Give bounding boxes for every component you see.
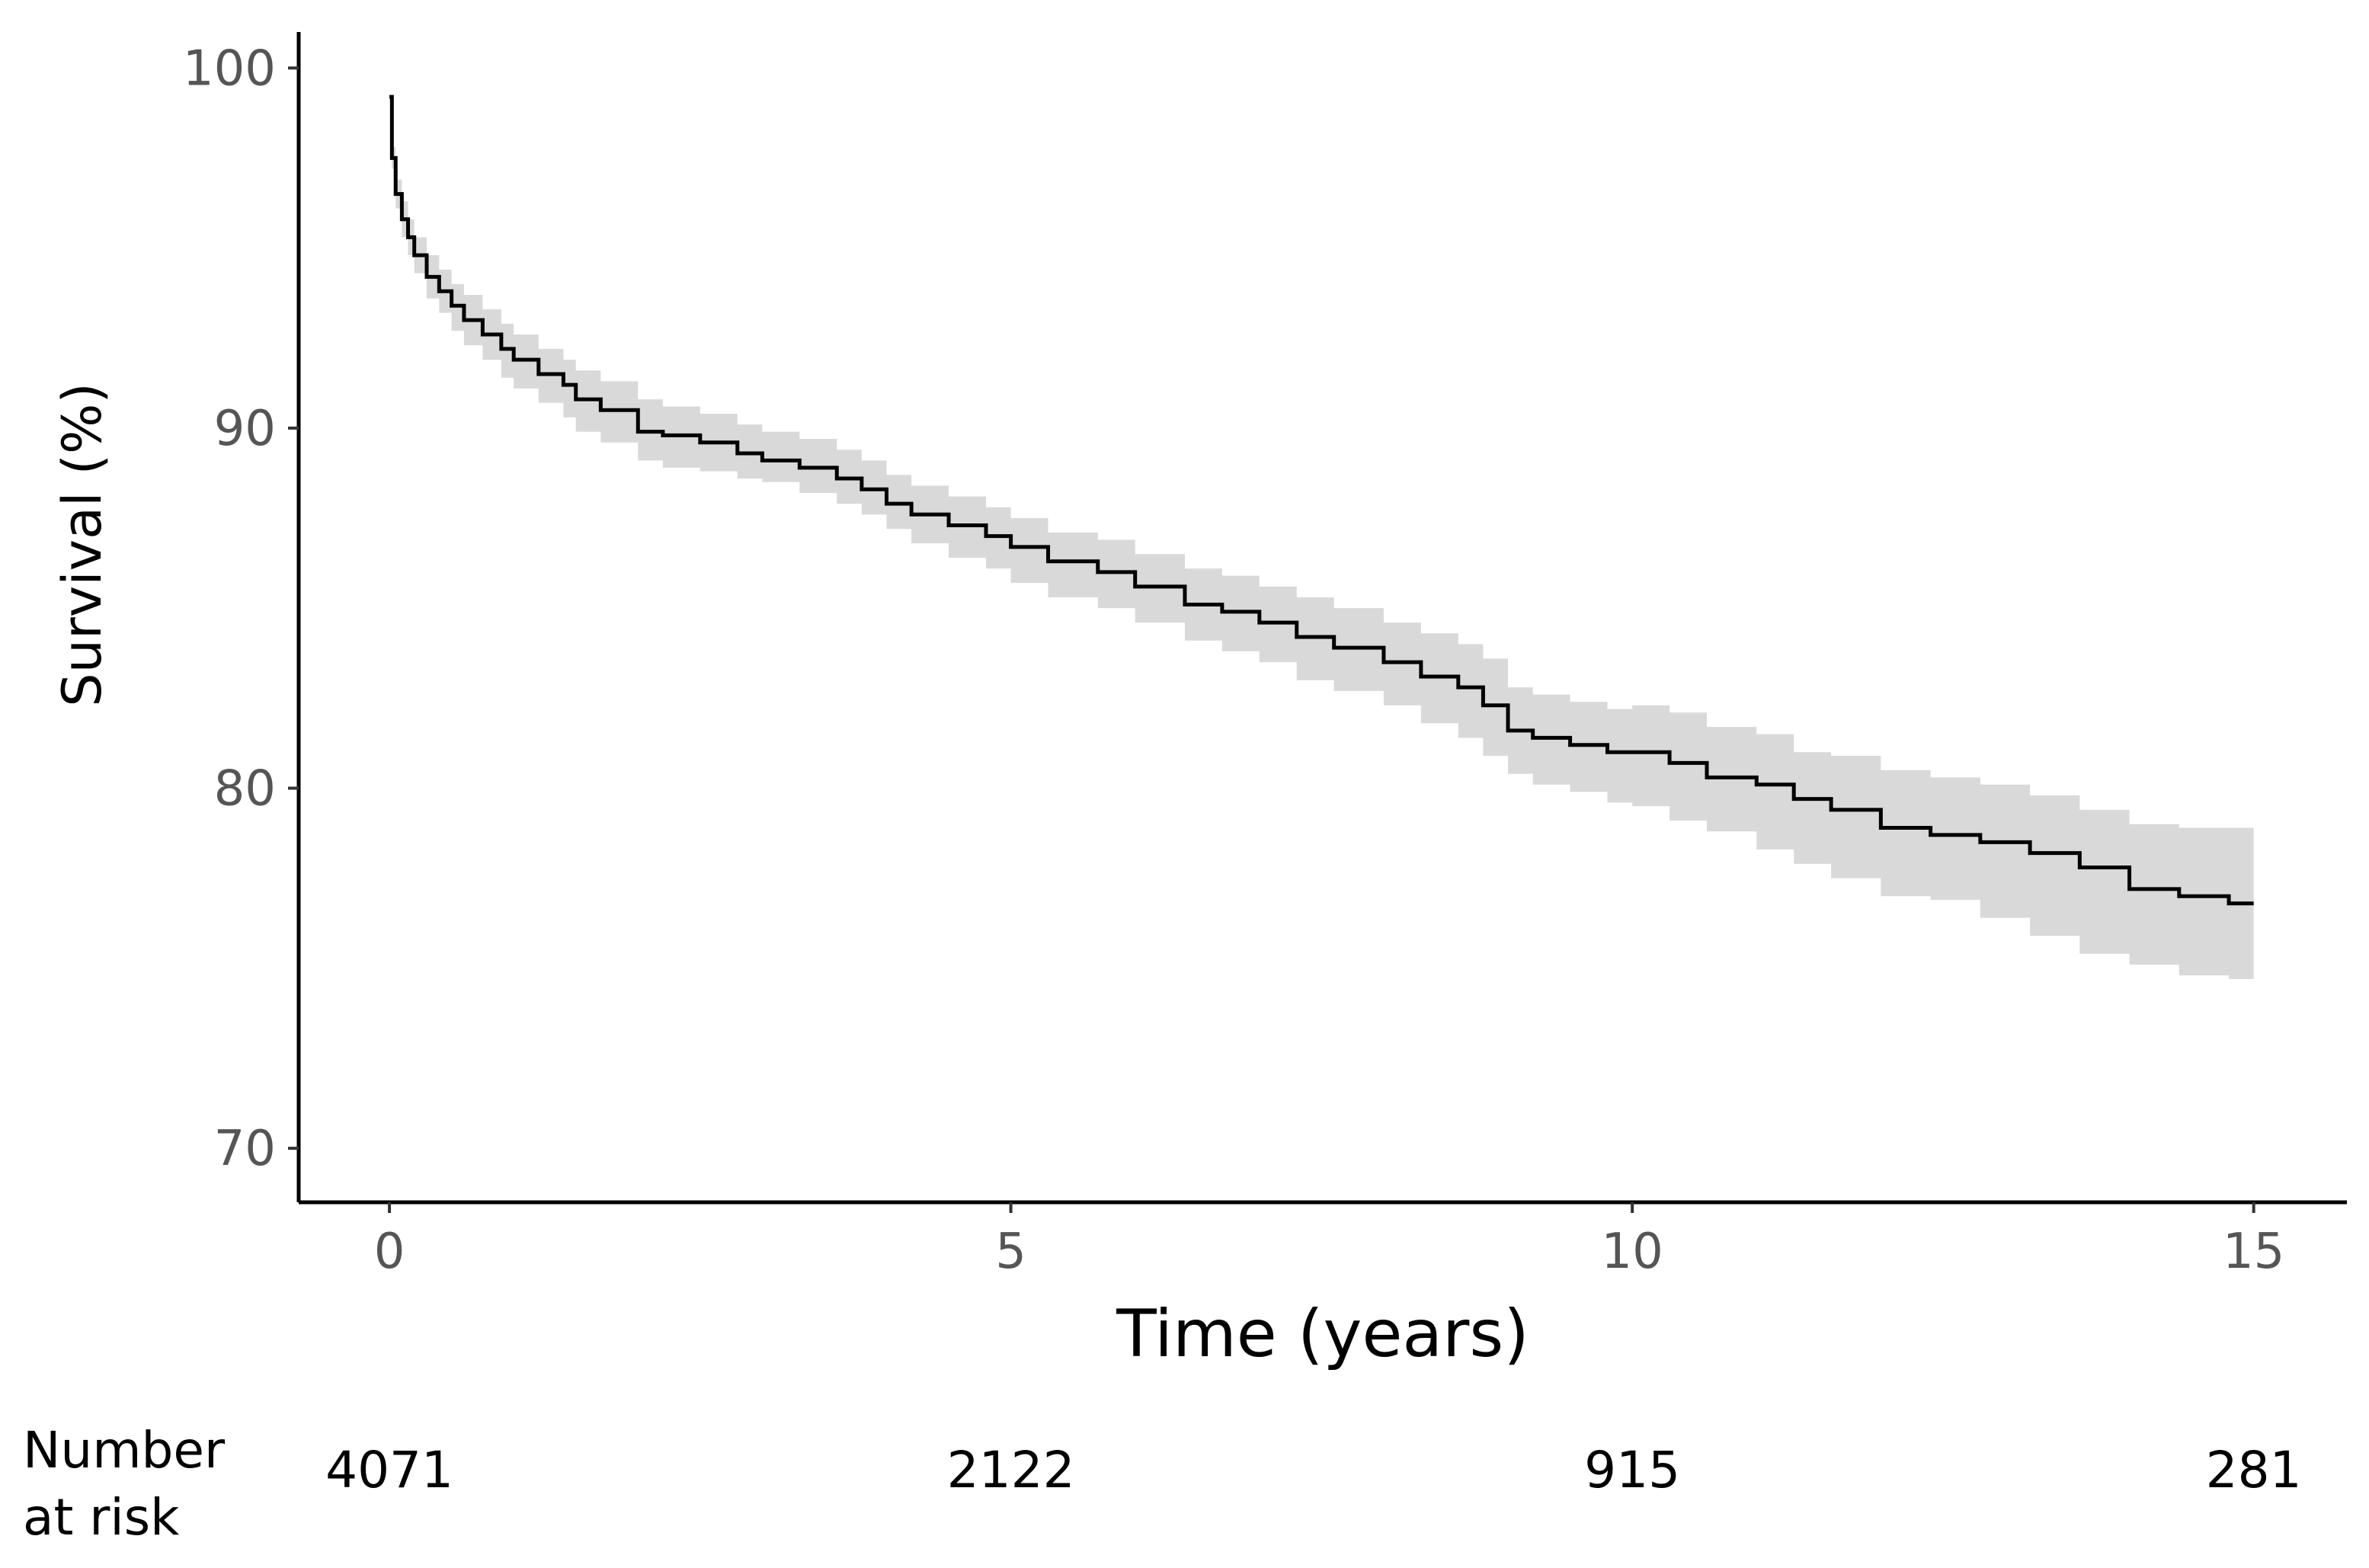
y-tick-label: 80 [214,760,276,817]
y-tick-label: 90 [214,401,276,457]
y-tick-label: 70 [214,1121,276,1177]
risk-table-label-line2: at risk [23,1488,180,1547]
x-axis-ticks: 0 5 10 15 [374,1202,2284,1280]
risk-table-value: 2122 [947,1441,1075,1499]
risk-table-label-line1: Number [23,1421,226,1480]
risk-table-values: 4071 2122 915 281 [325,1441,2302,1499]
x-tick-label: 10 [1601,1224,1663,1280]
risk-table-value: 915 [1584,1441,1680,1499]
y-tick-label: 100 [183,40,276,97]
axes: 70 80 90 100 0 5 10 15 [183,32,2347,1280]
y-axis-ticks: 70 80 90 100 [183,40,299,1177]
y-axis-title: Survival (%) [51,382,114,707]
risk-table: Number at risk 4071 2122 915 281 [23,1421,2302,1547]
x-axis-title: Time (years) [1116,1296,1529,1372]
risk-table-value: 4071 [325,1441,453,1499]
x-tick-label: 5 [995,1224,1026,1280]
confidence-interval-band [389,97,2254,979]
risk-table-value: 281 [2206,1441,2302,1499]
survival-curve [389,94,2254,906]
plot-area [389,94,2254,979]
x-tick-label: 15 [2223,1224,2284,1280]
x-tick-label: 0 [374,1224,405,1280]
